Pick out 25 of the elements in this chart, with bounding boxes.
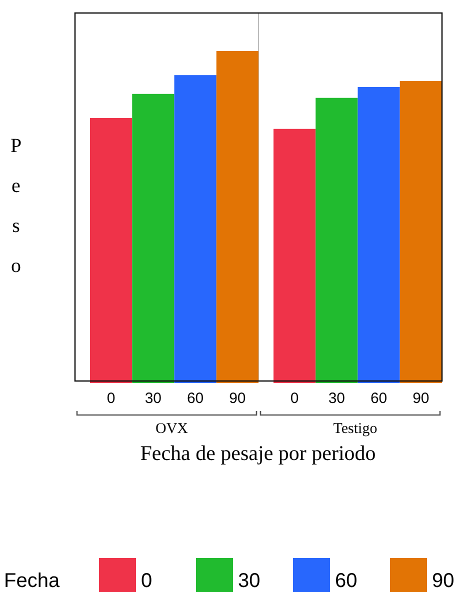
bar xyxy=(216,51,258,383)
text: 30 xyxy=(328,390,346,407)
text: 60 xyxy=(186,390,204,407)
legend-label: 90 xyxy=(432,570,454,592)
legend-label: 60 xyxy=(335,570,358,592)
bar xyxy=(90,118,132,383)
x-tick-label: OVX xyxy=(156,421,188,437)
legend-label: 0 xyxy=(141,570,152,592)
legend-title: Fecha xyxy=(4,570,60,592)
y-axis-title: Peso xyxy=(10,135,22,277)
text: 0 xyxy=(290,390,299,407)
bar xyxy=(274,128,316,383)
text: 90 xyxy=(412,390,430,407)
text: 90 xyxy=(229,390,246,407)
bar xyxy=(358,86,400,383)
bar xyxy=(400,81,442,383)
bar xyxy=(316,98,358,383)
text: 30 xyxy=(144,390,162,407)
x-tick-label: Testigo xyxy=(333,421,378,437)
text: 60 xyxy=(370,390,388,407)
text: 0 xyxy=(106,390,116,407)
bar xyxy=(174,75,216,383)
legend-label: 30 xyxy=(238,570,260,592)
x-axis-title: Fecha de pesaje por periodo xyxy=(140,441,376,465)
bar xyxy=(132,94,174,383)
